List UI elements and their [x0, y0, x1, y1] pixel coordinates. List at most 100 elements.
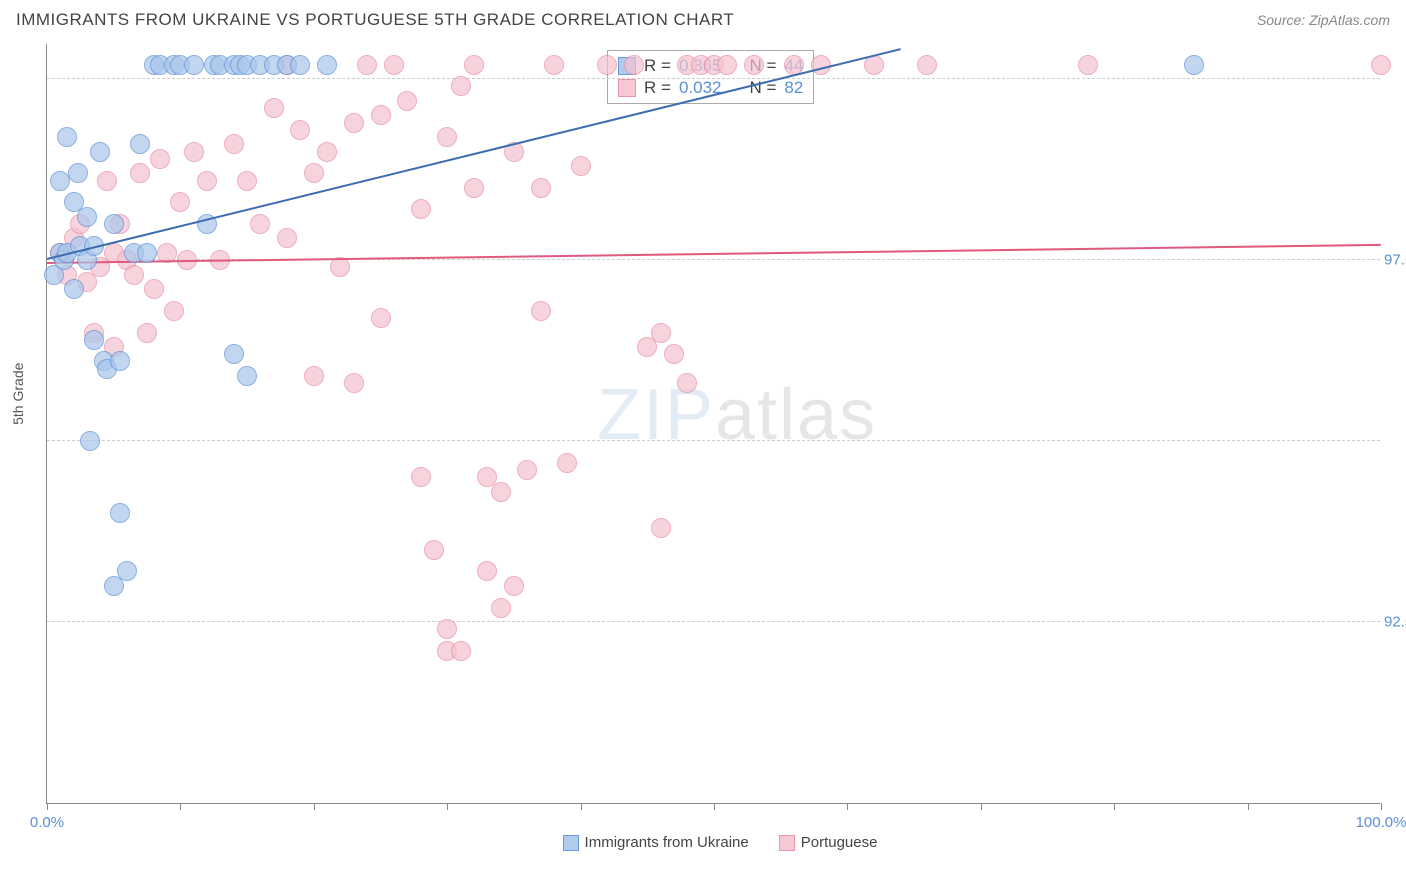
legend-r-label: R = — [644, 56, 671, 76]
source-label: Source: ZipAtlas.com — [1257, 12, 1390, 28]
chart-header: IMMIGRANTS FROM UKRAINE VS PORTUGUESE 5T… — [0, 0, 1406, 36]
data-point — [811, 55, 831, 75]
x-tick — [1114, 803, 1115, 810]
data-point — [464, 55, 484, 75]
data-point — [344, 113, 364, 133]
data-point — [68, 163, 88, 183]
data-point — [224, 134, 244, 154]
data-point — [184, 142, 204, 162]
data-point — [290, 120, 310, 140]
data-point — [1371, 55, 1391, 75]
y-axis-label: 5th Grade — [10, 362, 26, 424]
x-tick-label: 100.0% — [1356, 814, 1406, 831]
data-point — [304, 163, 324, 183]
data-point — [130, 134, 150, 154]
data-point — [424, 540, 444, 560]
data-point — [371, 105, 391, 125]
x-tick — [180, 803, 181, 810]
data-point — [557, 453, 577, 473]
watermark-zip: ZIP — [597, 375, 715, 455]
chart-wrap: 5th Grade ZIPatlas R =0.365N =44R =0.032… — [46, 44, 1394, 851]
data-point — [250, 214, 270, 234]
x-tick-label: 0.0% — [30, 814, 64, 831]
trend-line — [47, 244, 1381, 264]
x-tick — [1248, 803, 1249, 810]
x-tick — [1381, 803, 1382, 810]
data-point — [624, 55, 644, 75]
data-point — [197, 171, 217, 191]
data-point — [277, 228, 297, 248]
data-point — [357, 55, 377, 75]
data-point — [744, 55, 764, 75]
gridline-h — [47, 440, 1380, 441]
data-point — [717, 55, 737, 75]
data-point — [477, 561, 497, 581]
legend-swatch — [563, 835, 579, 851]
bottom-legend-item: Portuguese — [779, 834, 878, 851]
data-point — [317, 55, 337, 75]
data-point — [237, 171, 257, 191]
data-point — [677, 373, 697, 393]
bottom-legend: Immigrants from Ukraine Portuguese — [46, 834, 1394, 851]
x-tick — [714, 803, 715, 810]
data-point — [80, 431, 100, 451]
data-point — [597, 55, 617, 75]
data-point — [491, 598, 511, 618]
x-tick — [314, 803, 315, 810]
legend-r-label: R = — [644, 78, 671, 98]
data-point — [237, 366, 257, 386]
data-point — [544, 55, 564, 75]
data-point — [384, 55, 404, 75]
watermark-atlas: atlas — [715, 375, 877, 455]
data-point — [110, 503, 130, 523]
data-point — [117, 561, 137, 581]
data-point — [504, 576, 524, 596]
data-point — [137, 323, 157, 343]
data-point — [571, 156, 591, 176]
data-point — [411, 199, 431, 219]
gridline-h — [47, 621, 1380, 622]
data-point — [437, 127, 457, 147]
plot-area: ZIPatlas R =0.365N =44R =0.032N =82 92.5… — [46, 44, 1380, 804]
data-point — [137, 243, 157, 263]
bottom-legend-label: Portuguese — [801, 834, 878, 851]
data-point — [917, 55, 937, 75]
chart-title: IMMIGRANTS FROM UKRAINE VS PORTUGUESE 5T… — [16, 10, 734, 30]
data-point — [57, 127, 77, 147]
data-point — [451, 641, 471, 661]
data-point — [144, 279, 164, 299]
data-point — [651, 518, 671, 538]
data-point — [84, 330, 104, 350]
legend-n-value: 82 — [784, 78, 803, 98]
data-point — [491, 482, 511, 502]
data-point — [90, 142, 110, 162]
data-point — [397, 91, 417, 111]
data-point — [1184, 55, 1204, 75]
data-point — [517, 460, 537, 480]
data-point — [130, 163, 150, 183]
data-point — [77, 207, 97, 227]
data-point — [224, 344, 244, 364]
data-point — [264, 98, 284, 118]
data-point — [184, 55, 204, 75]
y-tick-label: 97.5% — [1384, 252, 1406, 269]
data-point — [451, 76, 471, 96]
trend-line — [47, 48, 901, 260]
data-point — [531, 301, 551, 321]
data-point — [64, 279, 84, 299]
data-point — [104, 214, 124, 234]
data-point — [371, 308, 391, 328]
legend-swatch — [618, 79, 636, 97]
watermark: ZIPatlas — [597, 374, 877, 456]
data-point — [150, 149, 170, 169]
bottom-legend-item: Immigrants from Ukraine — [563, 834, 749, 851]
gridline-h — [47, 78, 1380, 79]
x-tick — [981, 803, 982, 810]
data-point — [330, 257, 350, 277]
data-point — [304, 366, 324, 386]
data-point — [164, 301, 184, 321]
data-point — [317, 142, 337, 162]
data-point — [290, 55, 310, 75]
data-point — [124, 265, 144, 285]
data-point — [437, 619, 457, 639]
